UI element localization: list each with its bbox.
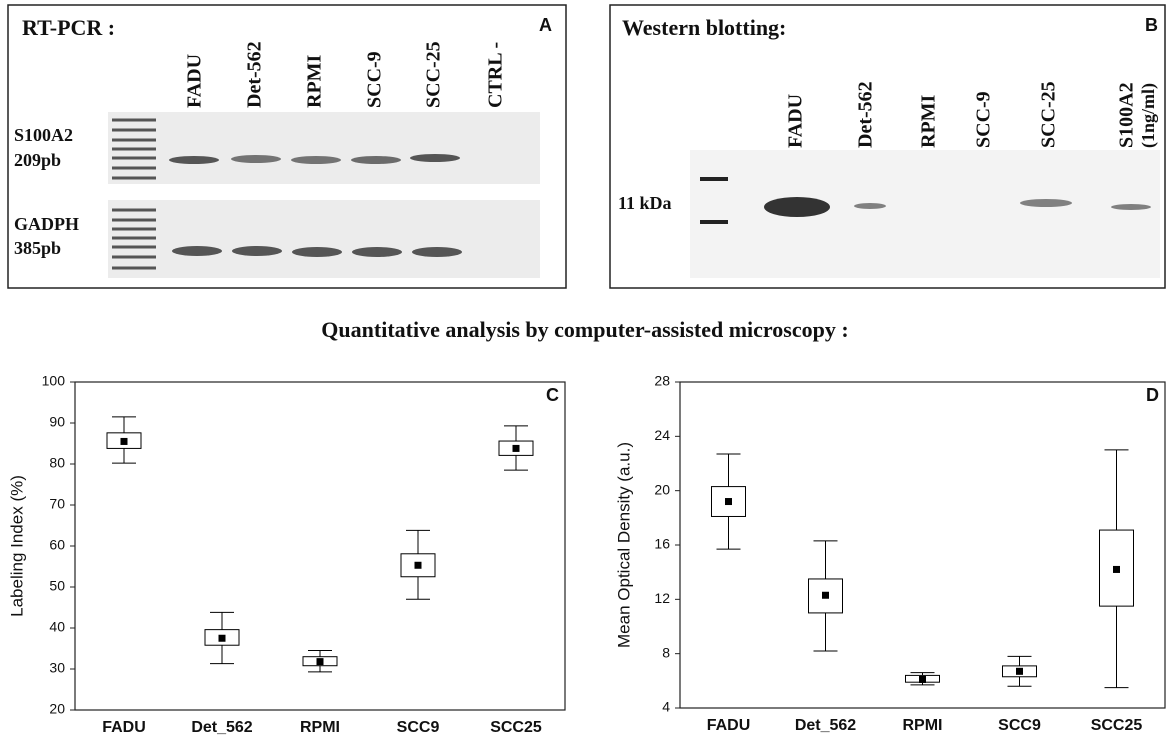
mean-marker: [822, 592, 829, 599]
y-tick-label: 24: [654, 427, 670, 443]
panel-a-title: RT-PCR :: [22, 15, 115, 40]
gel-image: [108, 200, 540, 278]
y-tick-label: 8: [662, 644, 670, 660]
lane-label: CTRL -: [485, 42, 507, 108]
x-tick-label: SCC9: [397, 719, 440, 736]
y-tick-label: 50: [49, 578, 65, 594]
lane-label: SCC-9: [364, 51, 386, 108]
y-axis-title: Mean Optical Density (a.u.): [614, 442, 633, 648]
plot-frame: [680, 382, 1165, 708]
mean-marker: [1113, 566, 1120, 573]
lane-label: Det-562: [855, 81, 877, 148]
x-tick-label: FADU: [707, 717, 751, 734]
y-tick-label: 28: [654, 373, 670, 389]
panel-letter: C: [546, 385, 559, 405]
lane-label: RPMI: [304, 54, 326, 108]
x-tick-label: RPMI: [903, 717, 943, 734]
y-tick-label: 80: [49, 455, 65, 471]
y-tick-label: 30: [49, 660, 65, 676]
lane-label: Det-562: [244, 41, 266, 108]
x-tick-label: Det_562: [795, 717, 856, 734]
lane-label: FADU: [184, 54, 206, 108]
lane-label: SCC-25: [423, 41, 445, 108]
panel-letter: A: [539, 15, 552, 35]
row-label: S100A2: [14, 125, 73, 145]
y-axis-title: Labeling Index (%): [7, 475, 26, 617]
row-label: 385pb: [14, 238, 61, 258]
figure: RT-PCR : A FADU Det-562 RPMI SCC-9 SCC-25 CTR…: [0, 0, 1170, 738]
mean-marker: [725, 498, 732, 505]
y-tick-label: 20: [49, 701, 65, 717]
y-tick-label: 90: [49, 414, 65, 430]
lane-label: SCC-9: [973, 91, 995, 148]
mean-marker: [415, 562, 422, 569]
panel-letter: D: [1146, 385, 1159, 405]
x-tick-label: SCC9: [998, 717, 1041, 734]
lane-label: S100A2: [1116, 82, 1138, 148]
gel-image: [108, 112, 540, 184]
x-tick-label: SCC25: [490, 719, 542, 736]
lane-label: FADU: [785, 94, 807, 148]
lane-label: RPMI: [918, 94, 940, 148]
x-tick-label: FADU: [102, 719, 146, 736]
y-tick-label: 40: [49, 619, 65, 635]
panel-b-title: Western blotting:: [622, 15, 786, 40]
lane-note: (1ng/ml): [1138, 83, 1159, 148]
mean-marker: [317, 658, 324, 665]
lane-label: SCC-25: [1038, 81, 1060, 148]
x-tick-label: RPMI: [300, 719, 340, 736]
mean-marker: [1016, 668, 1023, 675]
heading: Quantitative analysis by computer-assist…: [321, 317, 848, 342]
y-tick-label: 16: [654, 536, 670, 552]
mean-marker: [919, 676, 926, 683]
y-tick-label: 20: [654, 481, 670, 497]
y-tick-label: 4: [662, 699, 670, 715]
y-tick-label: 12: [654, 590, 670, 606]
mean-marker: [219, 635, 226, 642]
row-label: 209pb: [14, 150, 61, 170]
x-tick-label: Det_562: [191, 719, 252, 736]
x-tick-label: SCC25: [1091, 717, 1143, 734]
blot-image: [690, 150, 1160, 278]
panel-letter: B: [1145, 15, 1158, 35]
y-tick-label: 100: [42, 373, 66, 389]
marker-label: 11 kDa: [618, 193, 672, 213]
row-label: GADPH: [14, 214, 79, 234]
y-tick-label: 70: [49, 496, 65, 512]
mean-marker: [513, 445, 520, 452]
y-tick-label: 60: [49, 537, 65, 553]
mean-marker: [121, 438, 128, 445]
